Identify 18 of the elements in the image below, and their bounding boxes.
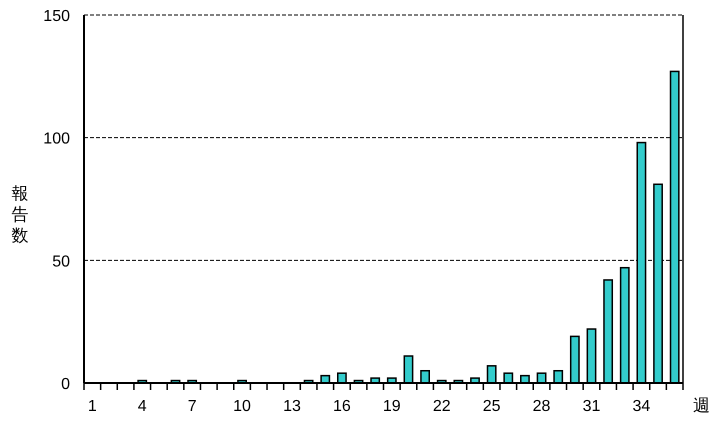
y-axis-title: 報告数 <box>12 184 28 245</box>
x-tick-label: 31 <box>582 398 600 415</box>
x-tick-label: 7 <box>188 398 197 415</box>
x-tick-label: 13 <box>283 398 301 415</box>
x-tick-label: 28 <box>532 398 551 415</box>
y-tick-label: 100 <box>43 130 70 148</box>
x-tick-label: 10 <box>233 398 252 415</box>
x-tick-label: 1 <box>88 398 97 415</box>
x-tick-label: 19 <box>382 398 401 415</box>
x-axis-title: 週 <box>693 396 710 415</box>
x-tick-label: 34 <box>632 398 650 415</box>
y-tick-label: 150 <box>43 8 70 25</box>
x-tick-label: 25 <box>482 398 501 415</box>
x-tick-label: 22 <box>432 398 451 415</box>
x-tick-label: 4 <box>138 398 147 415</box>
y-tick-label: 0 <box>61 376 70 393</box>
x-tick-label: 16 <box>333 398 351 415</box>
y-tick-label: 50 <box>52 253 70 270</box>
